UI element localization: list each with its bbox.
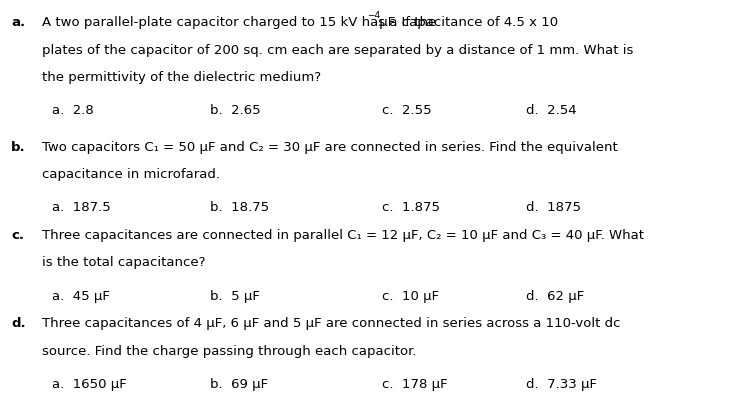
Text: −4: −4 bbox=[368, 11, 380, 20]
Text: A two parallel-plate capacitor charged to 15 kV has a capacitance of 4.5 x 10: A two parallel-plate capacitor charged t… bbox=[42, 16, 558, 29]
Text: a.: a. bbox=[11, 16, 25, 29]
Text: c.  2.55: c. 2.55 bbox=[382, 104, 431, 117]
Text: a.  187.5: a. 187.5 bbox=[52, 201, 111, 214]
Text: is the total capacitance?: is the total capacitance? bbox=[42, 256, 205, 269]
Text: b.  5 μF: b. 5 μF bbox=[210, 289, 260, 302]
Text: b.: b. bbox=[11, 140, 25, 153]
Text: capacitance in microfarad.: capacitance in microfarad. bbox=[42, 168, 220, 181]
Text: d.  62 μF: d. 62 μF bbox=[527, 289, 585, 302]
Text: the permittivity of the dielectric medium?: the permittivity of the dielectric mediu… bbox=[42, 71, 321, 83]
Text: b.  2.65: b. 2.65 bbox=[210, 104, 261, 117]
Text: a.  2.8: a. 2.8 bbox=[52, 104, 94, 117]
Text: Two capacitors C₁ = 50 μF and C₂ = 30 μF are connected in series. Find the equiv: Two capacitors C₁ = 50 μF and C₂ = 30 μF… bbox=[42, 140, 618, 153]
Text: Three capacitances of 4 μF, 6 μF and 5 μF are connected in series across a 110-v: Three capacitances of 4 μF, 6 μF and 5 μ… bbox=[42, 317, 620, 330]
Text: plates of the capacitor of 200 sq. cm each are separated by a distance of 1 mm. : plates of the capacitor of 200 sq. cm ea… bbox=[42, 43, 634, 56]
Text: d.: d. bbox=[11, 317, 25, 330]
Text: c.: c. bbox=[11, 229, 24, 241]
Text: μF. If the: μF. If the bbox=[375, 16, 437, 29]
Text: d.  2.54: d. 2.54 bbox=[527, 104, 577, 117]
Text: d.  1875: d. 1875 bbox=[527, 201, 581, 214]
Text: b.  18.75: b. 18.75 bbox=[210, 201, 270, 214]
Text: c.  1.875: c. 1.875 bbox=[382, 201, 440, 214]
Text: d.  7.33 μF: d. 7.33 μF bbox=[527, 377, 598, 390]
Text: b.  69 μF: b. 69 μF bbox=[210, 377, 268, 390]
Text: c.  178 μF: c. 178 μF bbox=[382, 377, 448, 390]
Text: a.  1650 μF: a. 1650 μF bbox=[52, 377, 127, 390]
Text: source. Find the charge passing through each capacitor.: source. Find the charge passing through … bbox=[42, 344, 416, 357]
Text: a.  45 μF: a. 45 μF bbox=[52, 289, 110, 302]
Text: c.  10 μF: c. 10 μF bbox=[382, 289, 439, 302]
Text: Three capacitances are connected in parallel C₁ = 12 μF, C₂ = 10 μF and C₃ = 40 : Three capacitances are connected in para… bbox=[42, 229, 644, 241]
